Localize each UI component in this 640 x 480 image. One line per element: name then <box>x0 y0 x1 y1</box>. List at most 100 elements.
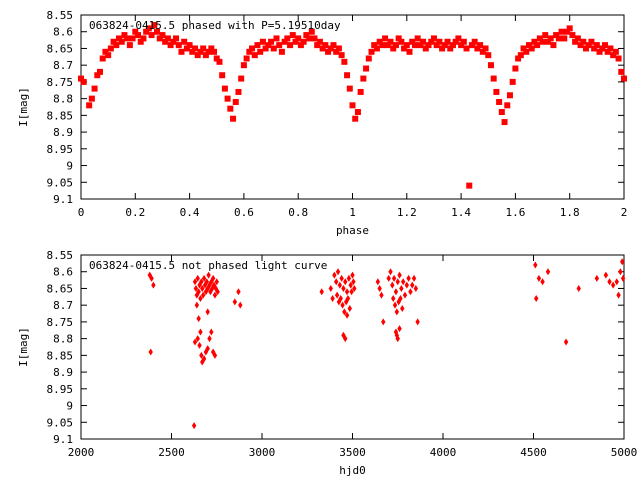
data-point <box>319 45 326 52</box>
data-point <box>496 98 503 105</box>
data-point <box>91 85 98 92</box>
data-point <box>601 42 608 49</box>
data-point <box>200 291 206 299</box>
data-point <box>501 119 508 126</box>
y-tick-label: 8.8 <box>53 333 73 346</box>
data-point <box>449 42 456 49</box>
data-point <box>342 308 347 316</box>
x-tick-label: 2 <box>621 206 628 219</box>
data-point <box>455 35 462 42</box>
data-point <box>140 35 147 42</box>
data-point <box>230 115 237 122</box>
data-point <box>167 42 174 49</box>
data-point <box>210 274 216 282</box>
data-point <box>485 52 492 59</box>
data-point <box>409 38 416 45</box>
data-point <box>433 42 440 49</box>
data-point <box>363 65 370 72</box>
data-point <box>145 25 152 32</box>
data-point <box>124 35 131 42</box>
data-point <box>540 278 545 286</box>
x-tick-label: 2500 <box>158 446 185 459</box>
data-point <box>391 294 396 302</box>
data-point <box>232 298 238 306</box>
data-point <box>447 45 454 52</box>
data-point <box>262 45 269 52</box>
data-point <box>191 422 197 430</box>
data-point <box>482 45 489 52</box>
data-point <box>135 32 142 39</box>
data-point <box>544 38 551 45</box>
data-point <box>170 38 177 45</box>
y-tick-label: 8.75 <box>47 316 74 329</box>
y-tick-label: 9.1 <box>53 433 73 446</box>
data-point <box>504 102 511 109</box>
data-point <box>550 42 557 49</box>
data-point <box>322 42 329 49</box>
data-point <box>594 274 600 282</box>
data-point <box>341 284 346 292</box>
data-point <box>227 105 234 112</box>
x-tick-label: 0.2 <box>125 206 145 219</box>
data-point <box>236 288 241 296</box>
data-point <box>341 58 348 65</box>
data-point <box>563 28 570 35</box>
data-point <box>577 42 584 49</box>
data-point <box>126 42 133 49</box>
y-tick-label: 8.95 <box>47 383 74 396</box>
data-point <box>151 281 156 289</box>
data-point <box>596 48 603 55</box>
chart-title: 063824-0415.5 not phased light curve <box>89 259 327 272</box>
data-point <box>121 32 128 39</box>
data-point <box>186 42 193 49</box>
data-point <box>498 109 505 116</box>
data-point <box>351 278 356 286</box>
data-point <box>110 38 117 45</box>
data-point <box>270 45 277 52</box>
data-point <box>238 75 245 82</box>
data-point <box>197 341 202 349</box>
y-tick-label: 9 <box>66 160 73 173</box>
data-point <box>325 48 332 55</box>
data-point <box>566 25 573 32</box>
data-point <box>607 278 612 286</box>
data-point <box>371 42 378 49</box>
data-point <box>254 42 261 49</box>
data-point <box>159 32 166 39</box>
data-point <box>316 38 323 45</box>
data-point <box>585 42 592 49</box>
data-point <box>243 55 250 62</box>
y-tick-label: 8.55 <box>47 249 74 262</box>
chart-title: 063824-0415.5 phased with P=5.19510day <box>89 19 341 32</box>
data-point <box>619 258 625 266</box>
data-point <box>397 325 402 333</box>
data-point <box>314 42 321 49</box>
data-point <box>350 271 355 279</box>
data-point <box>352 284 357 292</box>
data-point <box>207 335 212 343</box>
data-point <box>306 35 313 42</box>
data-point <box>545 268 551 276</box>
data-point <box>338 52 345 59</box>
data-point <box>349 288 354 296</box>
data-point <box>599 45 606 52</box>
data-point <box>610 52 617 59</box>
data-point <box>542 32 549 39</box>
y-tick-label: 9.05 <box>47 176 74 189</box>
data-point <box>401 45 408 52</box>
data-point <box>391 274 397 282</box>
y-tick-label: 8.75 <box>47 76 74 89</box>
data-point <box>428 38 435 45</box>
data-point <box>398 294 403 302</box>
data-point <box>343 278 348 286</box>
data-point <box>580 38 587 45</box>
data-point <box>338 294 343 302</box>
data-point <box>452 38 459 45</box>
data-point <box>249 45 256 52</box>
data-point <box>574 35 581 42</box>
data-point <box>340 301 345 309</box>
data-point <box>439 45 446 52</box>
data-point <box>118 38 125 45</box>
x-tick-label: 3000 <box>249 446 276 459</box>
data-point <box>390 281 395 289</box>
